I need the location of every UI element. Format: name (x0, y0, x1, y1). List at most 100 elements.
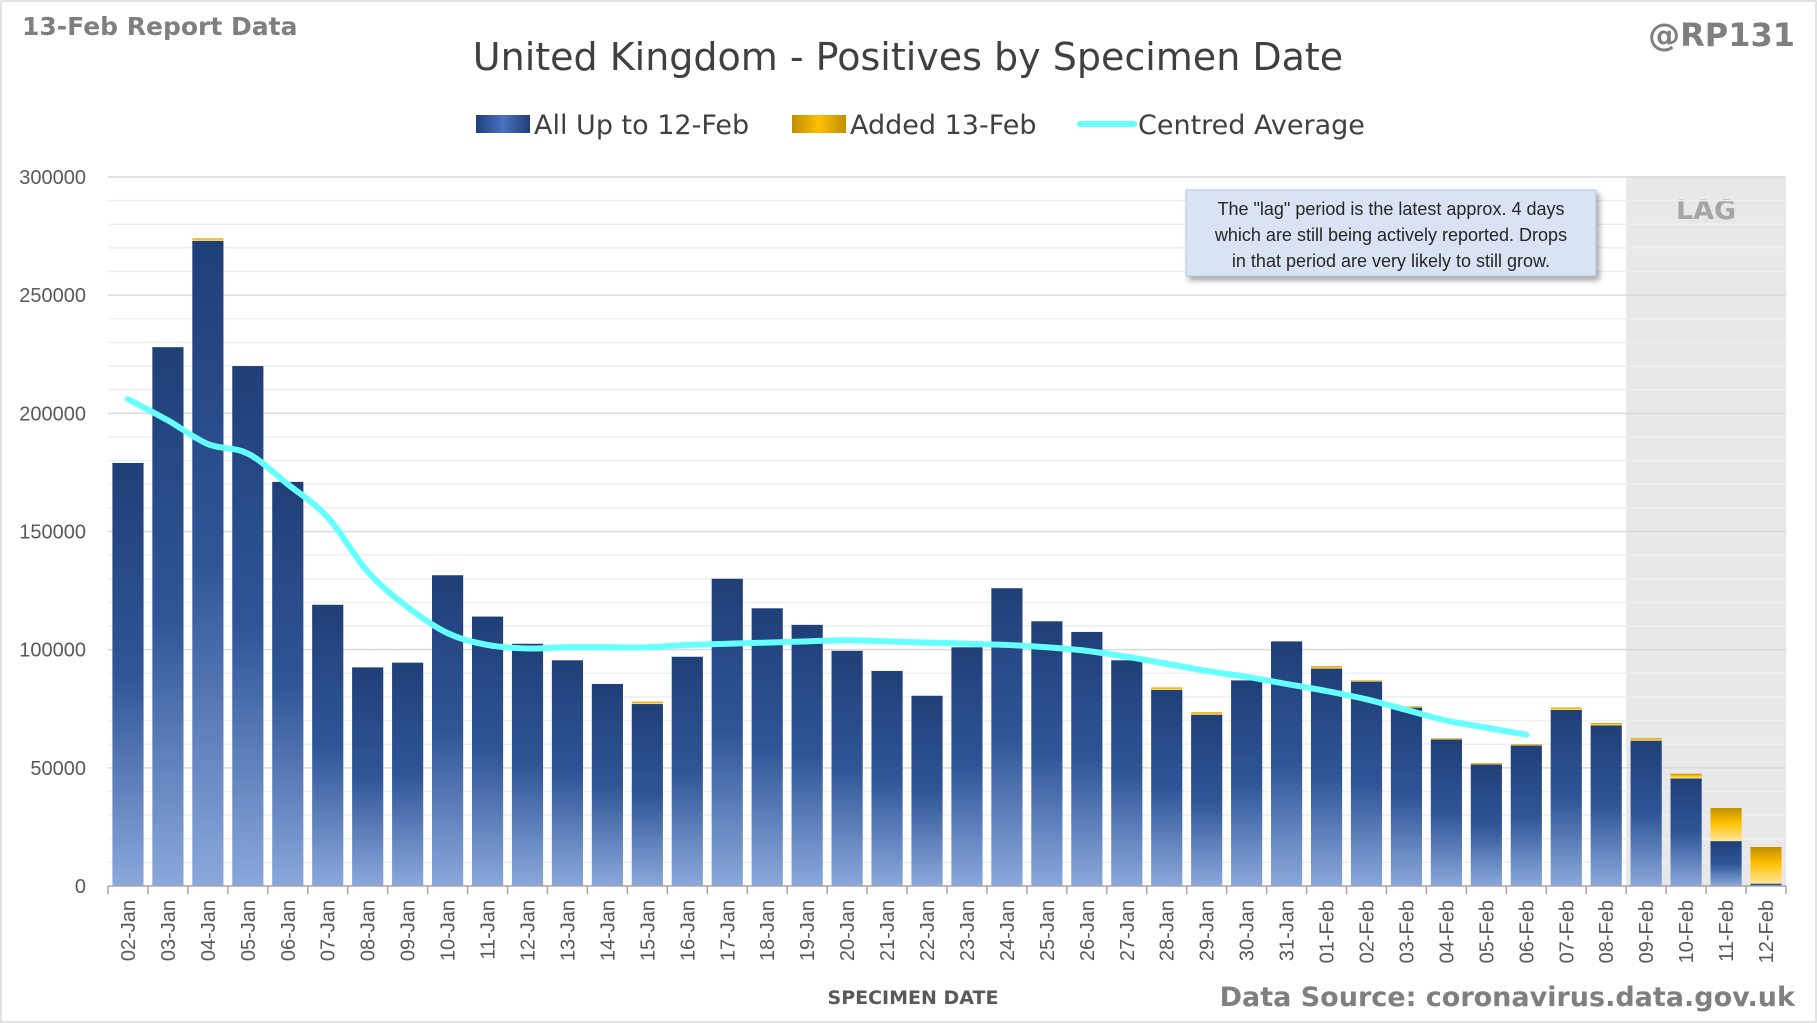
bar-added-13-feb (1710, 808, 1742, 842)
bar-added-13-feb (1670, 773, 1702, 779)
bar-all-up-to-12-feb (312, 604, 344, 886)
bar-all-up-to-12-feb (871, 670, 903, 886)
bar-all-up-to-12-feb (1151, 689, 1183, 886)
y-tick-label: 250000 (19, 285, 86, 307)
lag-note-line: in that period are very likely to still … (1232, 251, 1550, 271)
x-tick-label: 20-Jan (837, 900, 859, 961)
x-tick-label: 19-Jan (797, 900, 819, 961)
x-tick-label: 28-Jan (1157, 900, 1179, 961)
x-tick-label: 09-Jan (398, 900, 420, 961)
y-tick-label: 0 (75, 876, 86, 898)
bar-added-13-feb (1550, 707, 1582, 710)
bar-all-up-to-12-feb (1031, 621, 1063, 886)
x-tick-label: 06-Jan (278, 900, 300, 961)
legend-swatch-added-13-feb (792, 115, 846, 133)
data-source-label: Data Source: coronavirus.data.gov.uk (1219, 982, 1795, 1013)
bar-all-up-to-12-feb (112, 462, 144, 886)
x-tick-label: 11-Feb (1716, 900, 1738, 962)
x-tick-label: 16-Jan (677, 900, 699, 961)
bar-added-13-feb (1350, 680, 1383, 682)
x-tick-label: 03-Jan (158, 900, 180, 961)
bar-added-13-feb (1430, 738, 1462, 740)
bar-all-up-to-12-feb (1590, 725, 1622, 886)
bar-added-13-feb (192, 238, 224, 241)
x-tick-label: 30-Jan (1237, 900, 1259, 961)
bar-added-13-feb (1191, 712, 1223, 715)
author-handle: @RP131 (1648, 16, 1795, 54)
x-tick-label: 10-Jan (438, 900, 460, 961)
x-tick-label: 25-Jan (1037, 900, 1059, 961)
bar-all-up-to-12-feb (1271, 641, 1303, 886)
x-tick-label: 08-Jan (358, 900, 380, 961)
x-tick-label: 27-Jan (1117, 900, 1139, 961)
bar-all-up-to-12-feb (232, 366, 264, 887)
y-tick-label: 200000 (19, 403, 86, 425)
lag-note-line: which are still being actively reported.… (1214, 225, 1567, 245)
bar-added-13-feb (631, 701, 663, 705)
bar-all-up-to-12-feb (671, 656, 703, 886)
y-tick-label: 300000 (19, 167, 86, 189)
bar-all-up-to-12-feb (1710, 841, 1742, 886)
bar-added-13-feb (1510, 744, 1542, 746)
bar-all-up-to-12-feb (392, 662, 424, 886)
x-tick-label: 04-Jan (198, 900, 220, 961)
x-tick-label: 31-Jan (1277, 900, 1299, 961)
centred-average-line (124, 396, 1530, 738)
x-tick-label: 04-Feb (1436, 900, 1458, 963)
bar-all-up-to-12-feb (352, 667, 384, 886)
x-tick-label: 18-Jan (757, 900, 779, 961)
report-date-label: 13-Feb Report Data (22, 12, 298, 41)
bar-all-up-to-12-feb (631, 704, 663, 886)
x-tick-label: 12-Jan (518, 900, 540, 961)
legend-label-centred-average: Centred Average (1138, 110, 1365, 141)
bar-added-13-feb (1310, 666, 1343, 669)
bar-all-up-to-12-feb (831, 650, 863, 886)
bar-all-up-to-12-feb (951, 647, 983, 886)
x-tick-label: 05-Jan (238, 900, 260, 961)
bar-all-up-to-12-feb (1470, 764, 1502, 886)
legend-swatch-all-up-to-12-feb (476, 115, 530, 133)
bar-all-up-to-12-feb (1350, 681, 1383, 886)
x-tick-label: 17-Jan (717, 900, 739, 961)
x-tick-label: 22-Jan (917, 900, 939, 961)
bar-all-up-to-12-feb (1191, 714, 1223, 886)
x-tick-label: 21-Jan (877, 900, 899, 961)
bar-all-up-to-12-feb (591, 683, 623, 886)
bar-all-up-to-12-feb (1510, 745, 1542, 886)
y-tick-label: 100000 (19, 640, 86, 662)
x-tick-label: 15-Jan (637, 900, 659, 961)
bar-added-13-feb (1151, 687, 1183, 690)
bar-added-13-feb (1750, 847, 1782, 884)
x-tick-label: 10-Feb (1676, 900, 1698, 963)
x-tick-label: 06-Feb (1516, 900, 1538, 963)
bar-all-up-to-12-feb (551, 660, 584, 886)
x-tick-label: 12-Feb (1756, 900, 1778, 963)
bar-all-up-to-12-feb (1231, 680, 1263, 886)
legend-label-all-up-to-12-feb: All Up to 12-Feb (534, 110, 749, 141)
x-tick-label: 24-Jan (997, 900, 1019, 961)
x-tick-label: 03-Feb (1396, 900, 1418, 963)
bar-all-up-to-12-feb (911, 695, 943, 886)
x-tick-label: 29-Jan (1197, 900, 1219, 961)
x-tick-label: 02-Jan (118, 900, 140, 961)
y-tick-label: 50000 (30, 758, 86, 780)
bar-all-up-to-12-feb (991, 588, 1023, 886)
bar-added-13-feb (1630, 738, 1662, 741)
x-tick-label: 11-Jan (478, 900, 500, 960)
bar-all-up-to-12-feb (152, 347, 184, 886)
bar-all-up-to-12-feb (1390, 707, 1423, 886)
lag-note-box (1185, 189, 1597, 277)
bar-added-13-feb (1590, 722, 1622, 726)
x-tick-label: 09-Feb (1636, 900, 1658, 963)
bar-all-up-to-12-feb (511, 643, 544, 886)
x-tick-label: 07-Feb (1556, 900, 1578, 963)
bar-all-up-to-12-feb (471, 616, 504, 886)
x-tick-label: 23-Jan (957, 900, 979, 961)
x-tick-label: 07-Jan (318, 900, 340, 961)
bar-all-up-to-12-feb (432, 575, 464, 886)
bar-all-up-to-12-feb (1111, 660, 1143, 886)
x-tick-label: 01-Feb (1317, 900, 1339, 963)
legend-label-added-13-feb: Added 13-Feb (850, 110, 1037, 141)
